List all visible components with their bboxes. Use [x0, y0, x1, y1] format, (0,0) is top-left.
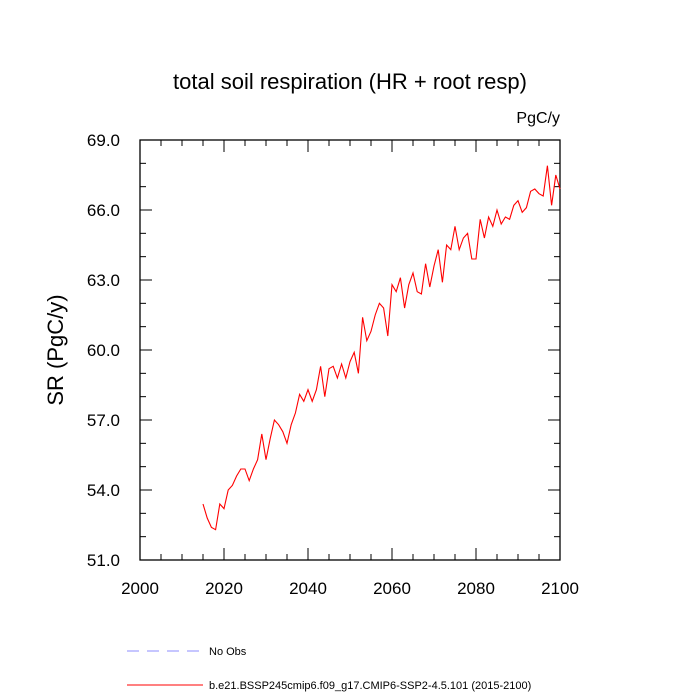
y-axis-label: SR (PgC/y) [43, 294, 68, 405]
y-tick-label: 54.0 [87, 481, 120, 500]
plot-frame [139, 139, 561, 561]
x-axis: 2000 2020 2040 2060 2080 2100 [121, 140, 579, 598]
y-tick-label: 63.0 [87, 271, 120, 290]
units-label: PgC/y [516, 110, 560, 127]
legend-label: No Obs [209, 646, 247, 658]
legend: No Obs b.e21.BSSP245cmip6.f09_g17.CMIP6-S… [127, 646, 531, 692]
series-lines [202, 165, 561, 531]
x-tick-label: 2080 [457, 579, 495, 598]
y-axis: 51.0 54.0 57.0 60.0 63.0 66.0 69.0 [87, 131, 560, 570]
x-tick-label: 2100 [541, 579, 579, 598]
y-tick-label: 51.0 [87, 551, 120, 570]
x-tick-label: 2040 [289, 579, 327, 598]
y-tick-label: 57.0 [87, 411, 120, 430]
series-line [202, 165, 561, 531]
x-tick-label: 2060 [373, 579, 411, 598]
y-tick-label: 60.0 [87, 341, 120, 360]
chart-title: total soil respiration (HR + root resp) [173, 69, 527, 94]
x-tick-label: 2000 [121, 579, 159, 598]
x-tick-label: 2020 [205, 579, 243, 598]
legend-label: b.e21.BSSP245cmip6.f09_g17.CMIP6-SSP2-4.… [209, 680, 531, 692]
plot-border [139, 139, 561, 561]
y-tick-label: 66.0 [87, 201, 120, 220]
y-tick-label: 69.0 [87, 131, 120, 150]
